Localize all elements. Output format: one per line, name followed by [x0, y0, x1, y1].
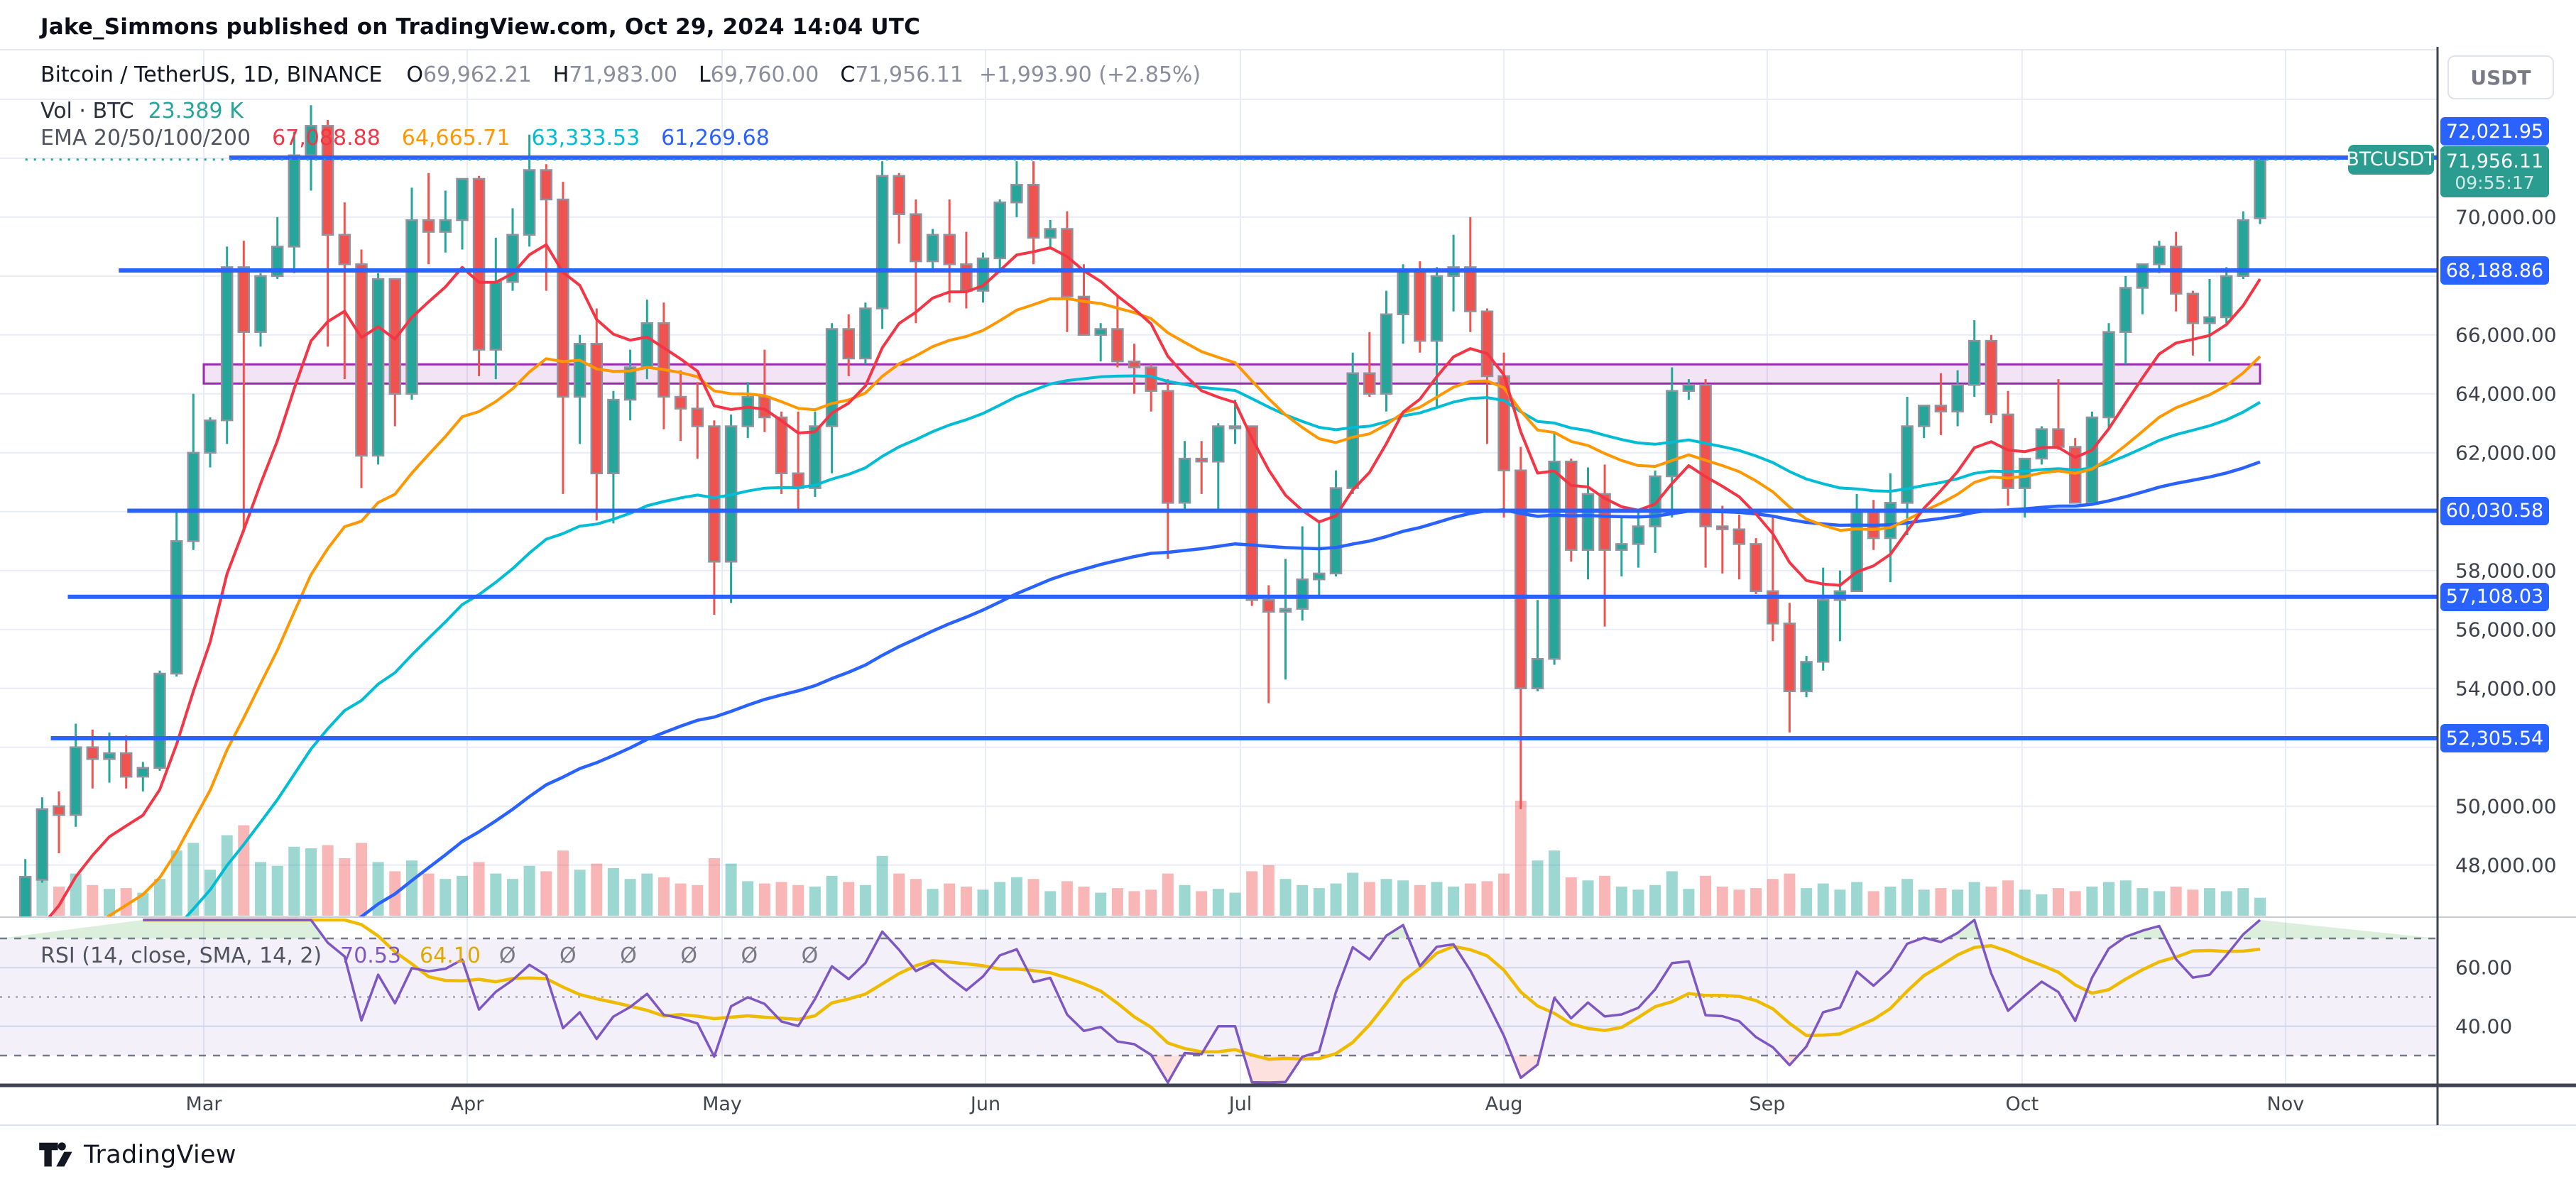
countdown-timer: 09:55:17: [2455, 172, 2535, 193]
price-tick-label: 56,000.00: [2455, 618, 2557, 642]
price-tick-label: 54,000.00: [2455, 676, 2557, 701]
ema100-value: 63,333.53: [531, 126, 640, 150]
time-axis-month-label: Aug: [1485, 1093, 1523, 1115]
time-axis-month-label: May: [702, 1093, 742, 1115]
ema20-value: 67,088.88: [272, 126, 381, 150]
price-level-badge: 68,188.86: [2440, 256, 2549, 285]
rsi-empty-slots: Ø Ø Ø Ø Ø Ø: [498, 943, 837, 968]
price-tick-label: 70,000.00: [2455, 205, 2557, 229]
ema50-value: 64,665.71: [401, 126, 511, 150]
low-letter: L: [698, 62, 711, 87]
ema-label: EMA 20/50/100/200: [40, 126, 251, 150]
rsi-tick-label: 60.00: [2455, 955, 2513, 980]
tradingview-logo-icon: [39, 1142, 72, 1167]
open-letter: O: [406, 62, 424, 87]
change-value: +1,993.90 (+2.85%): [979, 62, 1201, 87]
close-value: 71,956.11: [855, 62, 964, 87]
volume-label: Vol · BTC: [40, 99, 134, 124]
price-level-badge: 57,108.03: [2440, 582, 2549, 611]
price-tick-label: 64,000.00: [2455, 382, 2557, 406]
price-tick-label: 62,000.00: [2455, 441, 2557, 465]
tradingview-branding: TradingView: [37, 1139, 236, 1171]
time-axis-month-label: Jul: [1228, 1093, 1252, 1115]
rsi-label: RSI (14, close, SMA, 14, 2): [40, 943, 322, 968]
price-level-badge: 52,305.54: [2440, 724, 2549, 752]
symbol-price-line-badge: BTCUSDT: [2346, 144, 2436, 175]
volume-legend: Vol · BTC 23.389 K: [40, 99, 244, 124]
rsi-legend: RSI (14, close, SMA, 14, 2) 70.53 64.10 …: [40, 943, 836, 968]
rsi-tick-label: 40.00: [2455, 1014, 2513, 1039]
price-tick-label: 66,000.00: [2455, 323, 2557, 347]
time-axis-month-label: Apr: [450, 1093, 484, 1115]
time-axis-month-label: Oct: [2005, 1093, 2039, 1115]
time-axis-month-label: Mar: [185, 1093, 222, 1115]
currency-toggle-button[interactable]: USDT: [2447, 55, 2554, 99]
rsi-value: 70.53: [340, 943, 402, 968]
price-tick-label: 48,000.00: [2455, 853, 2557, 877]
price-tick-label: 50,000.00: [2455, 794, 2557, 818]
brand-name: TradingView: [84, 1141, 236, 1169]
ema-legend: EMA 20/50/100/200 67,088.88 64,665.71 63…: [40, 126, 770, 150]
open-value: 69,962.21: [423, 62, 532, 87]
time-axis-month-label: Nov: [2266, 1093, 2305, 1115]
price-level-badge: 72,021.95: [2440, 117, 2549, 146]
time-axis-month-label: Sep: [1749, 1093, 1786, 1115]
price-tick-label: 58,000.00: [2455, 559, 2557, 583]
rsi-ma-value: 64.10: [420, 943, 481, 968]
high-letter: H: [552, 62, 569, 87]
price-level-badge: 60,030.58: [2440, 496, 2549, 525]
time-axis-month-label: Jun: [970, 1093, 1001, 1115]
page-title: Jake_Simmons published on TradingView.co…: [40, 14, 921, 40]
ema200-value: 61,269.68: [661, 126, 770, 150]
current-price-badge: 71,956.11 09:55:17: [2440, 146, 2549, 197]
volume-value: 23.389 K: [148, 99, 244, 124]
current-price-value: 71,956.11: [2445, 150, 2544, 172]
symbol-legend: Bitcoin / TetherUS, 1D, BINANCE O 69,962…: [40, 62, 1216, 87]
high-value: 71,983.00: [569, 62, 677, 87]
close-letter: C: [840, 62, 856, 87]
symbol-name: Bitcoin / TetherUS, 1D, BINANCE: [40, 62, 383, 87]
low-value: 69,760.00: [710, 62, 819, 87]
